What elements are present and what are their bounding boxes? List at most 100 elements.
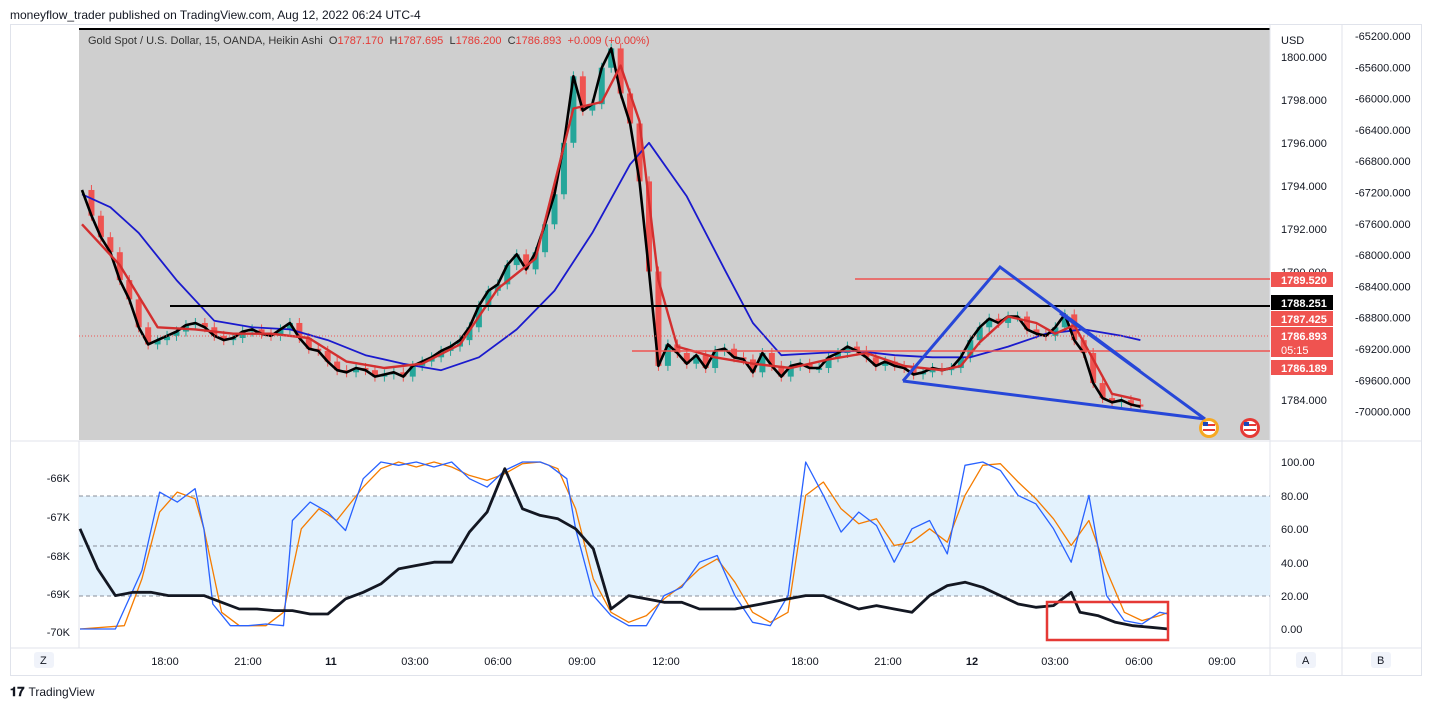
price-tick: 1792.000 [1281,224,1327,236]
osc-left-tick: -66K [47,473,71,485]
us-event-flag-icon[interactable] [1199,418,1219,438]
candle-body [466,327,473,341]
candle-body [646,181,652,272]
candle-body [305,337,312,349]
candle-body [844,346,851,354]
zoom-button-label: Z [40,655,47,667]
candle-body [693,355,700,364]
candle-body [107,237,114,253]
oscillator-left-axis-ticks: -66K -67K -68K -69K -70K [47,473,71,639]
candle-body [334,361,341,371]
candle-body [806,363,813,369]
price-tick: 1796.000 [1281,138,1327,150]
time-tick: 06:00 [1125,656,1153,668]
secondary-tick: -66400.000 [1355,125,1411,137]
secondary-tick: -68800.000 [1355,313,1411,325]
zoom-button[interactable] [34,652,54,668]
time-tick: 18:00 [791,656,819,668]
secondary-axis-ticks: -65200.000 -65600.000 -66000.000 -66400.000… [1355,31,1411,419]
candle-body [1005,316,1012,323]
time-tick: 12 [966,656,978,668]
pivot-price-text: 1788.251 [1281,298,1327,310]
us-event-flag-icon[interactable] [1240,418,1260,438]
legend-high-label: H [389,35,398,47]
candle-body [579,76,586,111]
candle-body [513,254,520,266]
chart-frame [10,24,1422,676]
time-tick: 03:00 [401,656,429,668]
time-tick: 21:00 [234,656,262,668]
triangle-upper-extension[interactable] [1059,311,1206,421]
candle-body [768,353,775,366]
candle-body [409,365,416,377]
heikin-ashi-candles [88,43,1144,412]
candle-body [173,331,180,336]
candle-body [608,48,615,68]
oscillator-series [78,461,1169,631]
candle-body [759,353,766,373]
candle-body [835,353,841,358]
time-tick: 18:00 [151,656,179,668]
candle-body [882,361,889,366]
legend-change: +0.009 (+0.00%) [567,35,650,47]
support-price-label [1271,360,1333,375]
candle-body [702,355,709,369]
candle-body [976,327,983,341]
support-price-text: 1786.189 [1281,363,1327,375]
level-price-label [1271,311,1333,326]
osc-left-tick: -67K [47,512,71,524]
secondary-tick: -68400.000 [1355,281,1411,293]
legend-low: 1786.200 [455,35,502,47]
pivot-price-label [1271,295,1333,310]
candle-body [560,142,567,195]
secondary-tick: -65600.000 [1355,62,1411,74]
legend-open-label: O [328,35,338,47]
candle-body [910,368,917,375]
osc-tick: 100.00 [1281,457,1315,469]
candle-body [1090,353,1097,384]
candle-body [523,254,530,270]
secondary-tick: -66000.000 [1355,94,1411,106]
publish-header: moneyflow_trader published on TradingVie… [10,8,421,22]
triangle-lower-trendline[interactable] [902,379,1206,421]
time-axis-ticks: 18:00 21:00 11 03:00 06:00 09:00 12:00 18:00 21:… [151,656,1236,668]
footer-brand[interactable]: TradingView [28,685,95,699]
oscillator-axis-ticks: 100.00 80.00 60.00 40.00 20.00 0.00 [1281,457,1315,636]
candle-body [542,224,549,253]
osc-tick: 80.00 [1281,491,1309,503]
candle-body [589,104,596,111]
auto-scale-button[interactable] [1296,652,1316,668]
osc-left-tick: -70K [47,627,71,639]
time-tick: 21:00 [874,656,902,668]
price-pane[interactable] [79,28,1270,440]
candle-body [371,370,378,377]
candle-body [617,48,624,94]
candle-body [532,252,539,270]
oscillator-d-line [79,461,1169,630]
secondary-tick: -66800.000 [1355,156,1411,168]
legend-close: 1786.893 [515,35,562,47]
candle-body [164,335,171,341]
oscillator-highlight-box[interactable] [1045,600,1170,642]
candle-body [957,357,964,369]
legend-close-label: C [507,35,516,47]
candle-body [286,322,293,330]
price-tick: 1800.000 [1281,52,1327,64]
b-scale-button-label: B [1377,655,1384,667]
candle-body [1099,383,1106,399]
tradingview-logo-icon[interactable]: 𝟏𝟕 [10,684,25,699]
candle-body [787,365,794,377]
candle-body [1109,398,1116,403]
candle-body [683,353,690,364]
candle-body [1080,340,1087,354]
candle-body [485,290,492,306]
candle-body [986,318,993,328]
last-price-label [1271,327,1333,357]
price-tick: 1798.000 [1281,95,1327,107]
candle-body [324,350,331,362]
candle-body [201,322,208,328]
candle-body [551,194,558,225]
b-scale-button[interactable] [1371,652,1391,668]
candle-body [126,280,133,300]
